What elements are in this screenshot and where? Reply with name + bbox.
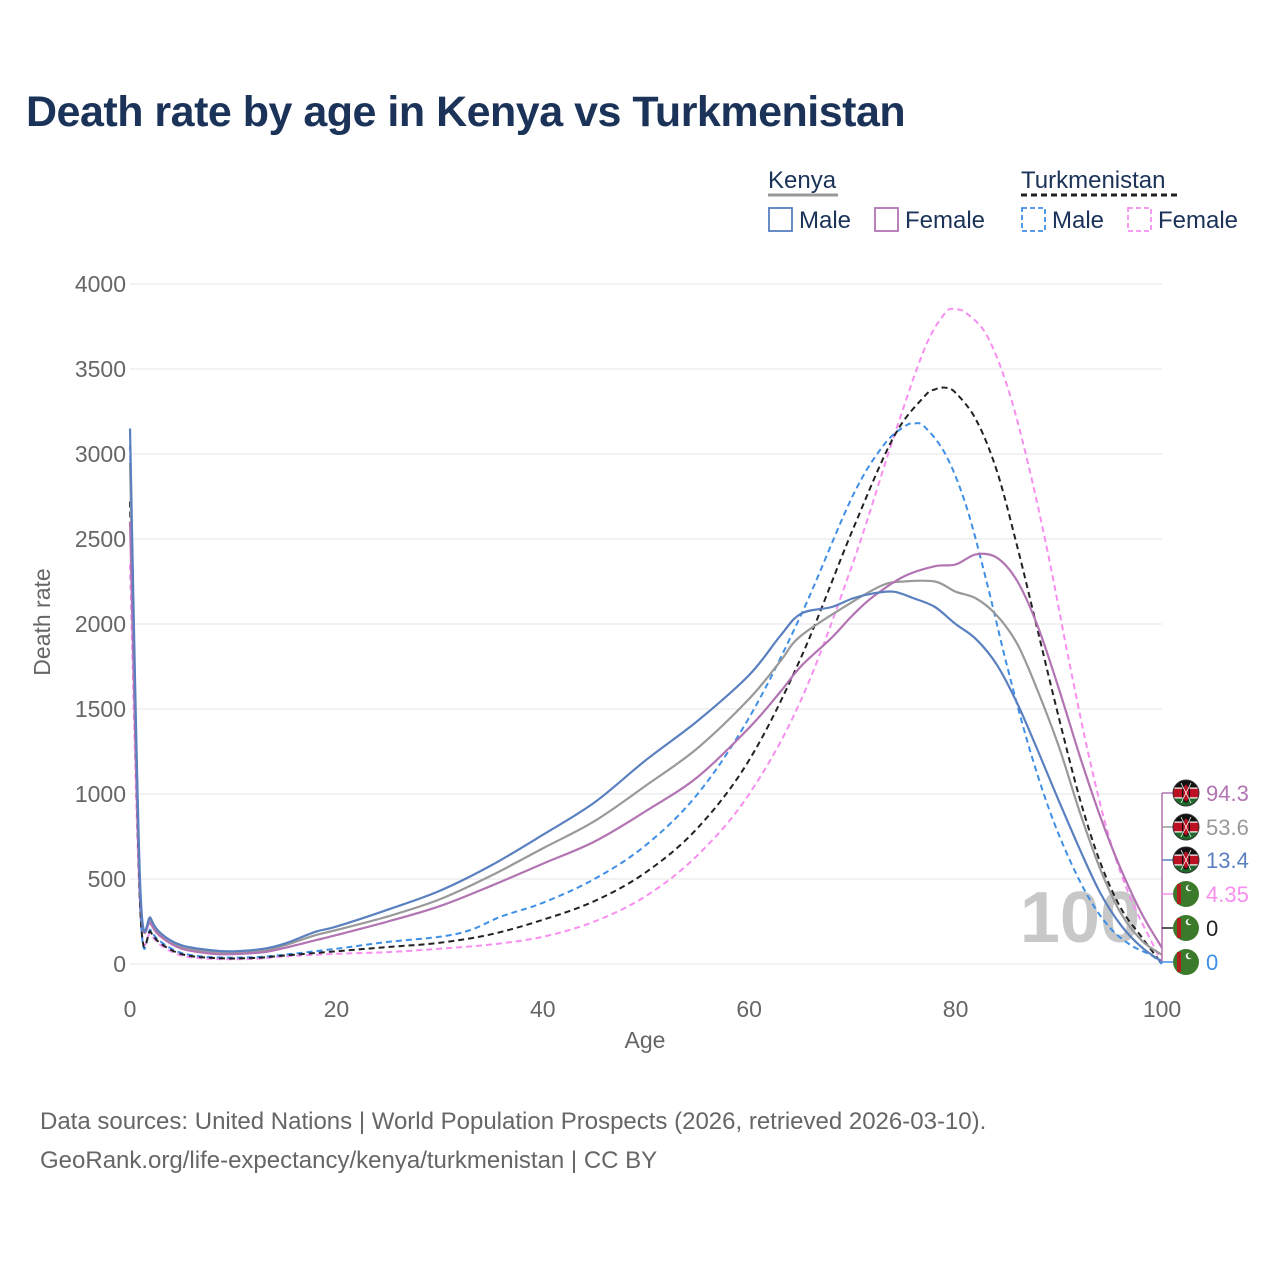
legend-item[interactable]: Male — [1021, 207, 1104, 234]
source-link[interactable]: GeoRank.org/life-expectancy/kenya/turkme… — [40, 1147, 658, 1174]
legend-swatch — [768, 207, 793, 232]
turkmenistan-flag-icon — [1173, 881, 1199, 907]
legend-item[interactable]: Male — [768, 207, 851, 234]
line-turkmenistan-total — [129, 386, 1163, 965]
y-tick-label: 2000 — [75, 611, 126, 637]
y-tick-label: 0 — [113, 951, 126, 977]
y-axis-label: Death rate — [29, 568, 55, 675]
end-value-label: 4.35 — [1206, 882, 1249, 907]
y-tick-label: 3000 — [75, 441, 126, 467]
line-kenya-male — [128, 428, 1163, 963]
legend-item-label: Male — [799, 207, 851, 234]
y-tick-label: 3500 — [75, 356, 126, 382]
x-axis-ticks: 0 20 40 60 80 100 — [124, 996, 1182, 1022]
legend-item-label: Female — [1158, 207, 1238, 234]
x-tick-label: 100 — [1143, 996, 1181, 1022]
series-lines — [128, 307, 1163, 965]
y-tick-label: 4000 — [75, 271, 126, 297]
year-watermark: 100 — [1020, 878, 1140, 958]
x-tick-label: 60 — [736, 996, 762, 1022]
line-turkmenistan-male — [129, 422, 1163, 965]
end-value-label: 94.3 — [1206, 781, 1249, 806]
gridlines — [130, 283, 1162, 965]
x-tick-label: 0 — [124, 996, 137, 1022]
end-value-markers: 94.3 53.6 13.4 4.35 0 0 — [1161, 779, 1249, 975]
legend: Kenya Male Female Turkmenistan Male Female — [768, 167, 1238, 234]
legend-swatch — [874, 207, 899, 232]
turkmenistan-flag-icon — [1173, 915, 1199, 941]
kenya-flag-icon — [1172, 813, 1200, 841]
end-value-label: 13.4 — [1206, 848, 1249, 873]
line-kenya-female — [128, 521, 1163, 956]
end-value-label: 0 — [1206, 916, 1218, 941]
chart-title: Death rate by age in Kenya vs Turkmenist… — [26, 88, 906, 136]
x-tick-label: 40 — [530, 996, 556, 1022]
legend-group-title: Kenya — [768, 167, 837, 194]
turkmenistan-flag-icon — [1173, 949, 1199, 975]
x-tick-label: 80 — [943, 996, 969, 1022]
legend-item-label: Female — [905, 207, 985, 234]
x-tick-label: 20 — [324, 996, 350, 1022]
legend-item-label: Male — [1052, 207, 1104, 234]
line-kenya-total — [128, 462, 1163, 956]
legend-swatch — [1127, 207, 1152, 232]
kenya-flag-icon — [1172, 779, 1200, 807]
kenya-flag-icon — [1172, 846, 1200, 874]
legend-group-title: Turkmenistan — [1021, 167, 1166, 194]
y-axis-ticks: 0 500 1000 1500 2000 2500 3000 3500 4000 — [75, 271, 126, 977]
y-tick-label: 2500 — [75, 526, 126, 552]
y-tick-label: 1500 — [75, 696, 126, 722]
source-line: Data sources: United Nations | World Pop… — [40, 1108, 987, 1135]
legend-item[interactable]: Female — [874, 207, 985, 234]
line-turkmenistan-female — [129, 307, 1163, 964]
end-value-label: 0 — [1206, 950, 1218, 975]
end-value-label: 53.6 — [1206, 815, 1249, 840]
y-tick-label: 1000 — [75, 781, 126, 807]
legend-item[interactable]: Female — [1127, 207, 1238, 234]
y-tick-label: 500 — [88, 866, 126, 892]
legend-swatch — [1021, 207, 1046, 232]
x-axis-label: Age — [625, 1027, 666, 1053]
